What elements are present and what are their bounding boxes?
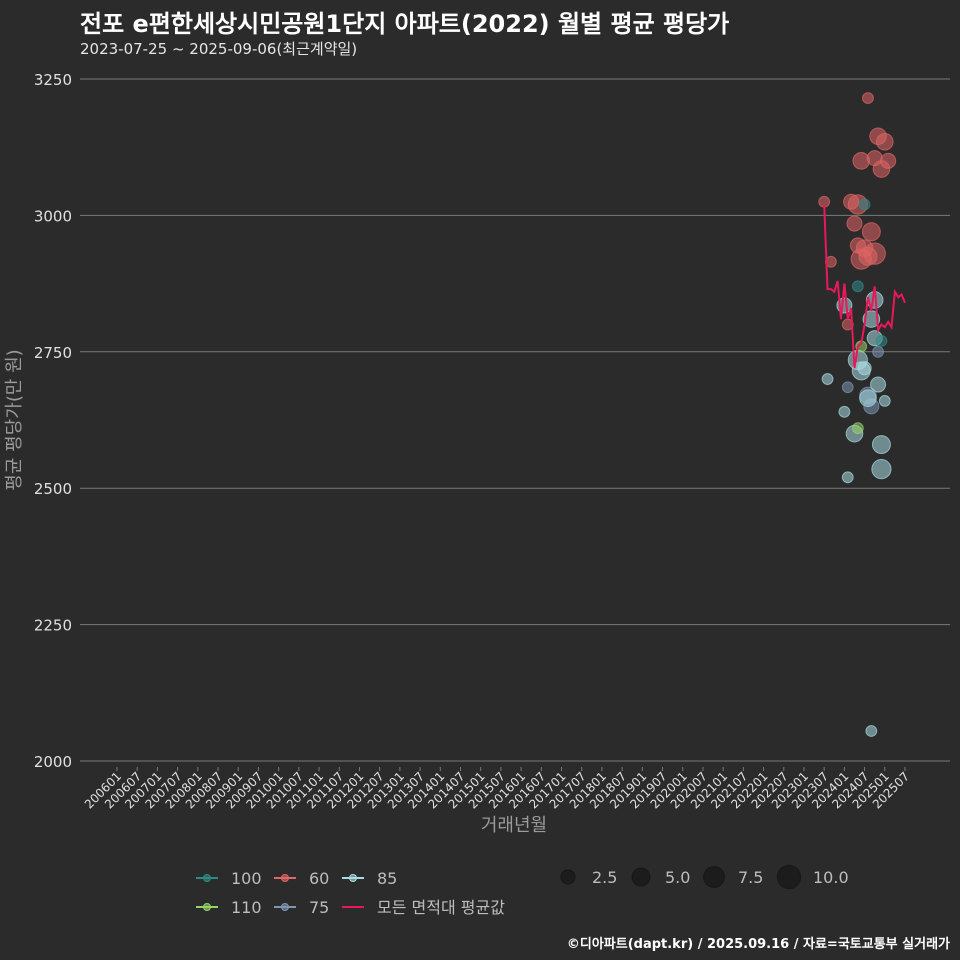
- size-legend-circle: [776, 864, 802, 890]
- point-85: [871, 459, 892, 480]
- average-line: [823, 204, 906, 369]
- size-legend-label: 10.0: [813, 868, 849, 887]
- legend-label-60: 60: [309, 869, 329, 888]
- size-legend-circle: [631, 867, 651, 887]
- chart-subtitle: 2023-07-25 ~ 2025-09-06(최근계약일): [80, 40, 358, 58]
- chart-title: 전포 e편한세상시민공원1단지 아파트(2022) 월별 평균 평당가: [80, 10, 730, 38]
- point-100: [858, 198, 871, 211]
- size-legend-label: 7.5: [738, 868, 763, 887]
- point-85: [870, 376, 887, 393]
- point-85: [857, 361, 872, 376]
- legend-label-average: 모든 면적대 평균값: [377, 898, 505, 917]
- legend-key-dot-110: [203, 903, 211, 911]
- size-legend-label: 2.5: [592, 868, 617, 887]
- point-85: [821, 373, 834, 385]
- y-axis-ticks: 2000 2250 2500 2750 3000 3250: [34, 71, 72, 771]
- legend-key-dot-85: [349, 874, 357, 882]
- size-legend-circle: [560, 869, 576, 885]
- point-75: [872, 345, 884, 358]
- point-60: [846, 215, 863, 232]
- legend: 100 60 85 110 75 모든 면적대 평균값 2.5 5.0 7.5 10.0: [196, 864, 849, 917]
- average-line-group: [823, 204, 906, 369]
- point-60: [875, 132, 894, 151]
- x-axis-ticks: 2006012006072007012007072008012008072009…: [82, 767, 912, 812]
- legend-key-dot-60: [281, 874, 289, 882]
- point-85: [878, 395, 891, 407]
- point-75: [841, 381, 854, 394]
- source-caption: ©디아파트(dapt.kr) / 2025.09.16 / 자료=국토교통부 실…: [566, 937, 950, 952]
- point-60: [863, 242, 886, 265]
- point-85: [841, 471, 854, 484]
- legend-label-110: 110: [231, 898, 262, 917]
- y-tick-label: 2750: [34, 344, 72, 362]
- legend-label-75: 75: [309, 898, 329, 917]
- point-110: [851, 422, 864, 435]
- legend-label-100: 100: [231, 869, 262, 888]
- y-tick-label: 2250: [34, 617, 72, 635]
- y-axis-label: 평균 평당가(만 원): [4, 349, 25, 490]
- y-tick-label: 2500: [34, 480, 72, 498]
- data-points: [818, 92, 897, 737]
- point-60: [880, 152, 897, 169]
- point-85: [865, 725, 878, 737]
- point-100: [851, 280, 864, 293]
- point-85: [859, 389, 877, 407]
- legend-label-85: 85: [377, 869, 397, 888]
- legend-key-dot-100: [203, 874, 211, 882]
- x-axis-label: 거래년월: [481, 815, 547, 836]
- point-85: [871, 435, 891, 455]
- grid: [80, 78, 950, 762]
- y-tick-label: 3250: [34, 71, 72, 89]
- point-85: [838, 405, 851, 418]
- size-legend-circle: [703, 866, 725, 888]
- point-60: [862, 92, 874, 104]
- y-tick-label: 3000: [34, 207, 72, 225]
- point-60: [852, 152, 871, 170]
- size-legend-label: 5.0: [665, 868, 690, 887]
- point-60: [861, 222, 881, 242]
- y-tick-label: 2000: [34, 753, 72, 771]
- legend-key-dot-75: [281, 903, 289, 911]
- point-100: [875, 334, 888, 347]
